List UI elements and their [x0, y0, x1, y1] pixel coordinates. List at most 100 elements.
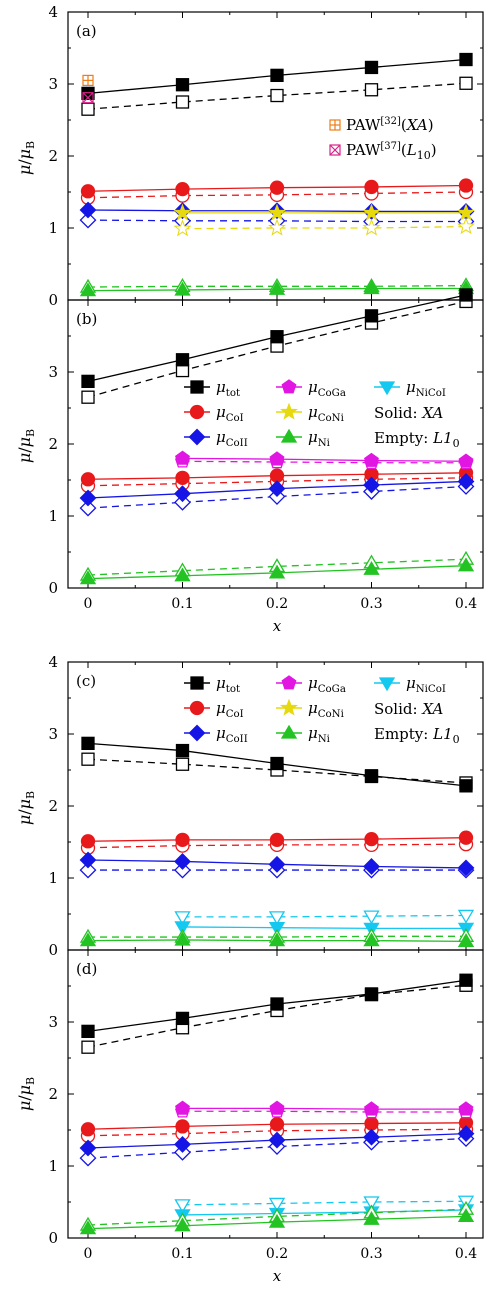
y-tick-label: 2 — [48, 147, 58, 165]
y-tick-label: 3 — [48, 1013, 58, 1031]
data-point-CoII-solid — [268, 855, 286, 873]
data-point-NiCoI-solid — [268, 922, 286, 936]
data-point-tot-solid — [270, 756, 284, 771]
data-point-CoI-solid — [80, 1122, 96, 1137]
series-line-tot-empty — [87, 82, 467, 110]
legend-label-CoNi: μCoNi — [308, 699, 345, 720]
data-point-NiCoI-empty — [268, 1197, 286, 1212]
legend-label-CoII: μCoII — [216, 428, 248, 449]
data-point-Ni-solid — [79, 570, 97, 585]
series-line-CoII-empty — [87, 1137, 467, 1159]
data-point-CoII-solid — [79, 851, 97, 869]
x-tick-label: 0.1 — [171, 596, 193, 612]
series-line-Ni-empty — [87, 558, 467, 576]
data-point-CoI-solid — [175, 832, 190, 847]
data-point-CoI-solid — [458, 178, 474, 193]
y-tick-label: 3 — [48, 75, 58, 93]
data-point-CoNi-empty — [457, 217, 475, 235]
data-point-Ni-solid — [363, 560, 380, 575]
data-point-CoII-solid — [79, 1139, 97, 1157]
data-point-Ni-solid — [268, 1213, 286, 1228]
series-line-CoI-empty — [87, 477, 467, 487]
data-point-Ni-solid — [79, 1220, 97, 1235]
series-line-CoI-empty — [87, 1128, 467, 1137]
data-point-tot-empty — [81, 102, 95, 116]
data-point-CoI-solid — [80, 834, 96, 849]
data-point-tot-empty — [459, 76, 473, 90]
data-point-NiCoI-empty — [268, 911, 286, 926]
legend-label-CoNi: μCoNi — [308, 403, 345, 424]
x-tick-label: 0.4 — [455, 1246, 477, 1262]
legend-marker-CoNi — [280, 402, 298, 420]
legend-marker-CoGa — [281, 675, 297, 690]
data-point-CoGa-solid — [364, 452, 379, 467]
data-point-tot-solid — [270, 68, 284, 83]
series-line-NiCoI-solid — [182, 926, 466, 930]
y-tick-label: 0 — [48, 579, 58, 597]
data-point-CoII-solid — [363, 1128, 380, 1146]
series-line-CoGa-solid — [182, 457, 467, 462]
legend-note: Empty: L10 — [374, 725, 460, 746]
reference-marker-line — [329, 144, 341, 156]
reference-legend-marker — [329, 144, 341, 156]
data-point-CoII-empty — [79, 1149, 97, 1167]
x-tick-label: 0.1 — [171, 1246, 193, 1262]
data-point-CoI-solid — [458, 830, 474, 845]
data-point-tot-solid — [270, 997, 284, 1011]
data-point-CoI-solid — [80, 184, 96, 199]
data-point-tot-solid — [270, 330, 284, 344]
series-line-CoNi-empty — [182, 225, 467, 230]
series-line-Ni-empty — [88, 935, 466, 938]
data-point-CoII-solid — [79, 201, 97, 219]
panel-label: (a) — [76, 22, 97, 40]
data-point-tot-solid — [81, 374, 95, 389]
y-tick-label: 0 — [48, 1229, 58, 1247]
data-point-Ni-solid — [363, 1210, 380, 1225]
y-tick-label: 3 — [48, 725, 58, 743]
y-tick-label: 2 — [48, 1085, 58, 1103]
data-point-NiCoI-empty — [174, 1199, 191, 1214]
data-point-CoII-solid — [79, 489, 97, 507]
data-point-CoII-solid — [174, 1135, 191, 1153]
data-point-CoII-solid — [174, 853, 191, 870]
data-point-tot-empty — [81, 390, 95, 404]
legend-label-CoI: μCoI — [216, 699, 244, 720]
data-point-CoGa-solid — [458, 1101, 474, 1116]
data-point-tot-solid — [364, 987, 379, 1001]
data-point-tot-solid — [459, 973, 473, 987]
data-point-Ni-solid — [457, 1208, 475, 1223]
series-line-CoI-empty — [87, 843, 467, 849]
y-tick-label: 3 — [48, 363, 58, 381]
series-line-Ni-empty — [87, 284, 467, 288]
series-line-CoI-empty — [87, 191, 467, 199]
y-axis-label: μ/μB — [15, 429, 37, 463]
data-point-Ni-solid — [174, 567, 191, 582]
legend-marker-tot — [190, 676, 204, 690]
data-point-CoI-solid — [364, 831, 379, 847]
y-axis-label: μ/μB — [15, 791, 37, 825]
data-point-Ni-solid — [268, 280, 286, 295]
data-point-tot-solid — [81, 1024, 95, 1039]
legend-marker-CoII — [188, 724, 206, 742]
data-point-tot-solid — [364, 309, 379, 323]
legend-marker-CoGa — [281, 379, 297, 394]
data-point-Ni-solid — [363, 280, 380, 295]
legend-label-tot: μtot — [216, 674, 241, 695]
data-point-CoNi-solid — [457, 203, 475, 221]
series-line-CoGa-empty — [182, 1110, 466, 1113]
data-point-CoII-solid — [174, 485, 191, 503]
panel-label: (b) — [76, 310, 97, 328]
data-point-NiCoI-empty — [457, 909, 475, 924]
data-point-CoII-solid — [457, 473, 475, 490]
x-tick-label: 0.2 — [266, 596, 288, 612]
data-point-Ni-solid — [268, 564, 286, 579]
data-point-Ni-solid — [268, 932, 286, 947]
data-point-CoII-solid — [457, 1125, 475, 1143]
data-point-tot-solid — [81, 736, 95, 751]
reference-legend-marker — [329, 119, 341, 131]
y-tick-label: 2 — [48, 435, 58, 453]
reference-marker-box — [82, 92, 94, 104]
legend-label-Ni: μNi — [308, 428, 331, 449]
panel-a: 0 1 2 3 4 μ/μB (a) PAW[32](XA) PAW[37](L10) — [15, 3, 484, 309]
